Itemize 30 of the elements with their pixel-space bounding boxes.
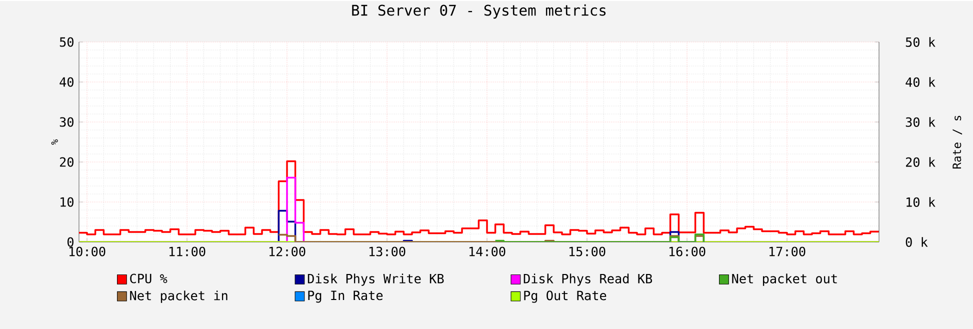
y-tick-label: 0 (67, 237, 74, 247)
x-tick-label: 15:00 (569, 246, 606, 256)
y2-axis-title: Rate / s (952, 116, 962, 168)
y-tick-label: 20 (60, 157, 74, 167)
y-tick-label: 50 (60, 37, 74, 47)
y-tick-label: 40 (60, 77, 74, 87)
y2-tick-label: 10 k (906, 197, 936, 207)
y-tick-label: 30 (60, 117, 74, 127)
chart-title: BI Server 07 - System metrics (352, 4, 606, 19)
y-tick-label: 10 (60, 197, 74, 207)
x-tick-label: 16:00 (669, 246, 706, 256)
legend-label: Disk Phys Read KB (524, 274, 652, 286)
y2-tick-label: 0 k (906, 237, 928, 247)
y2-tick-label: 40 k (906, 77, 936, 87)
legend-label: Net packet out (732, 274, 837, 286)
legend-label: Net packet in (130, 290, 228, 303)
x-tick-label: 11:00 (169, 246, 206, 256)
legend-label: Pg Out Rate (524, 290, 606, 303)
legend-label: CPU % (130, 274, 168, 284)
legend-label: Pg In Rate (308, 290, 383, 303)
x-tick-label: 13:00 (369, 246, 406, 256)
y2-tick-label: 30 k (906, 117, 936, 127)
legend-label: Disk Phys Write KB (308, 274, 444, 286)
y-axis-title: % (51, 139, 58, 145)
x-tick-label: 12:00 (269, 246, 306, 256)
x-tick-label: 17:00 (769, 246, 806, 256)
x-tick-label: 10:00 (69, 246, 106, 256)
y2-tick-label: 20 k (906, 157, 936, 167)
y2-tick-label: 50 k (906, 37, 936, 47)
x-tick-label: 14:00 (469, 246, 506, 256)
